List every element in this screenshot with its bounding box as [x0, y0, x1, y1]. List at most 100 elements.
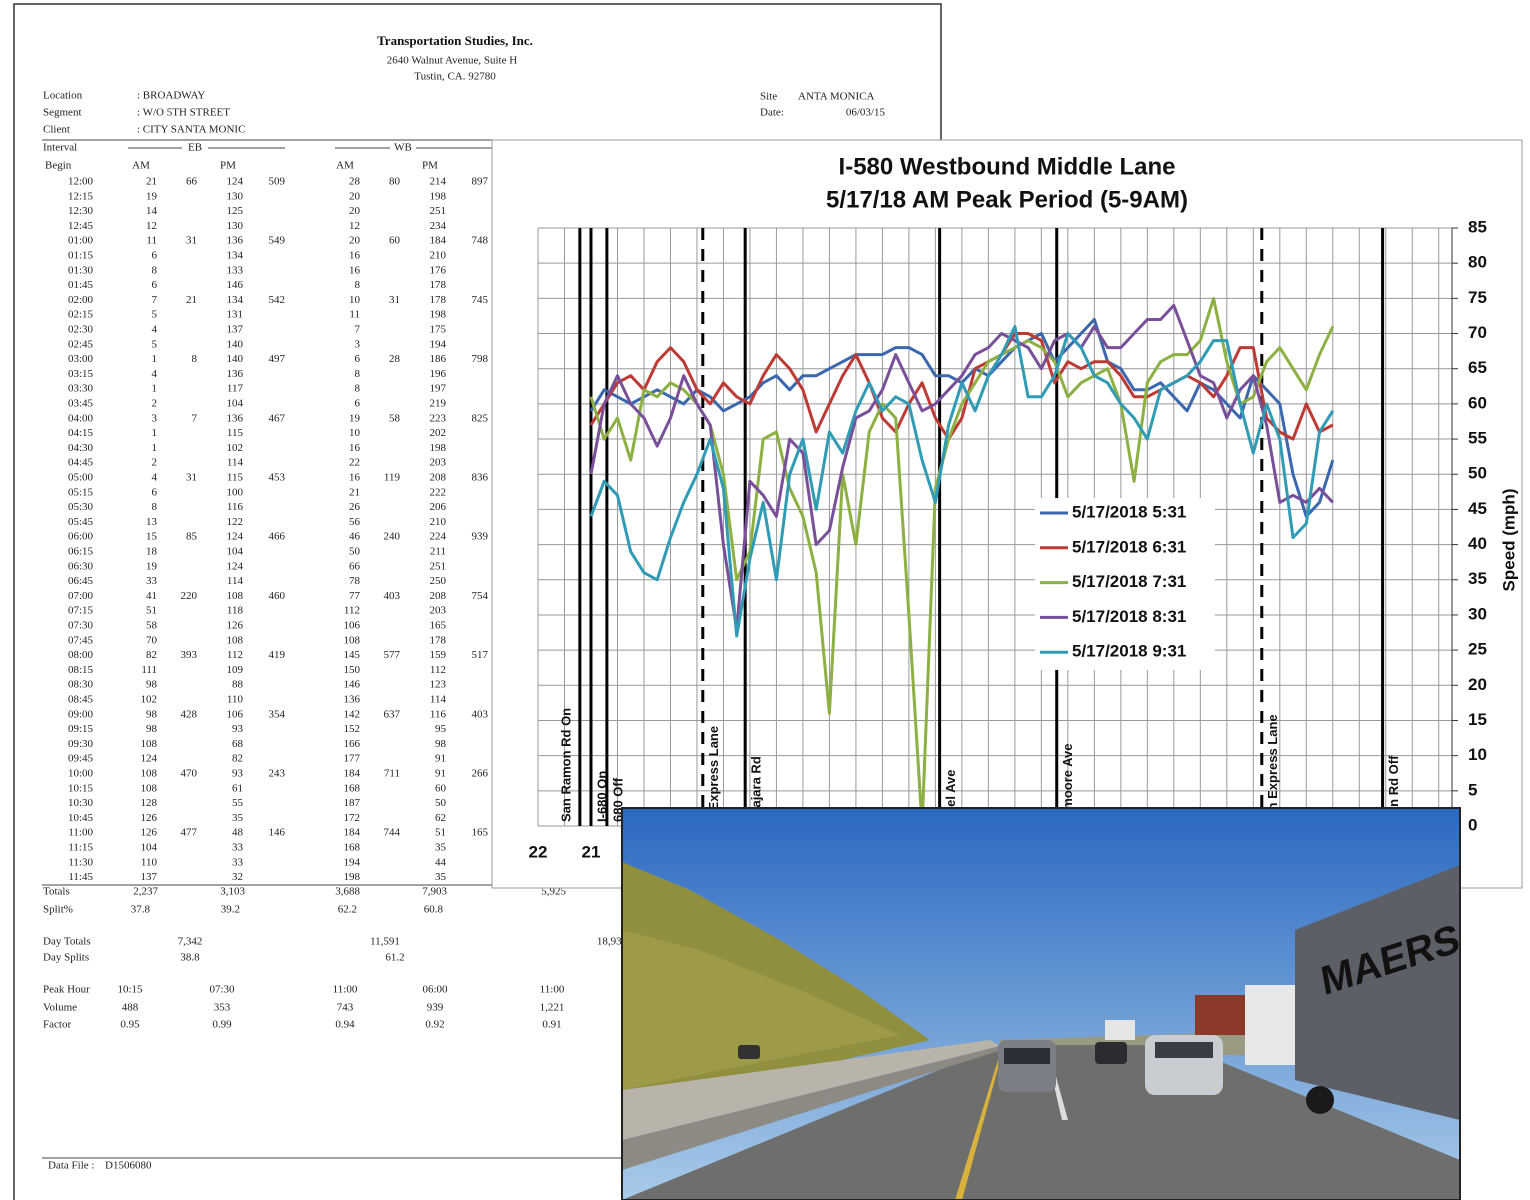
summary-value: 37.8 [131, 904, 151, 916]
row-count: 114 [227, 575, 244, 587]
row-count: 58 [146, 620, 158, 632]
row-count: 198 [344, 871, 361, 883]
row-count: 711 [384, 768, 400, 780]
row-count: 3 [152, 412, 158, 424]
header-eb: EB [188, 142, 202, 154]
row-count: 165 [430, 620, 447, 632]
row-count: 467 [269, 412, 286, 424]
company-address: 2640 Walnut Avenue, Suite H [387, 55, 517, 67]
speed-chart: I-580 Westbound Middle Lane5/17/18 AM Pe… [492, 140, 1522, 888]
row-time: 11:00 [68, 827, 93, 839]
row-time: 07:15 [68, 605, 94, 617]
row-count: 897 [472, 176, 489, 188]
row-count: 219 [430, 398, 447, 410]
row-count: 16 [349, 442, 361, 454]
row-count: 104 [227, 546, 244, 558]
row-time: 06:00 [68, 531, 94, 543]
car-window [1004, 1048, 1050, 1064]
row-time: 12:00 [68, 176, 94, 188]
row-count: 175 [430, 324, 447, 336]
row-count: 13 [146, 516, 158, 528]
data-file-label: Data File : [48, 1160, 94, 1172]
row-count: 21 [186, 294, 197, 306]
row-count: 497 [269, 353, 286, 365]
y-tick-label: 50 [1468, 464, 1487, 483]
row-count: 31 [186, 472, 197, 484]
row-count: 744 [384, 827, 401, 839]
row-count: 11 [349, 309, 360, 321]
row-count: 194 [344, 856, 361, 868]
truck-cab [1245, 985, 1300, 1065]
row-count: 51 [146, 605, 157, 617]
row-count: 32 [232, 871, 243, 883]
summary-value: 1,221 [540, 1002, 565, 1014]
row-time: 10:45 [68, 812, 94, 824]
row-count: 428 [181, 708, 198, 720]
row-count: 1 [152, 427, 158, 439]
summary-value: 60.8 [424, 904, 444, 916]
row-count: 21 [146, 176, 157, 188]
row-count: 266 [472, 768, 489, 780]
row-count: 93 [232, 723, 244, 735]
row-count: 20 [349, 205, 361, 217]
row-count: 134 [227, 250, 244, 262]
y-tick-label: 45 [1468, 499, 1487, 518]
row-count: 243 [269, 768, 286, 780]
row-count: 11 [146, 235, 157, 247]
row-count: 146 [227, 279, 244, 291]
car [738, 1045, 760, 1059]
row-time: 04:45 [68, 457, 94, 469]
row-count: 114 [227, 457, 244, 469]
row-count: 206 [430, 501, 447, 513]
legend-entry: 5/17/2018 7:31 [1072, 572, 1186, 591]
row-count: 202 [430, 427, 447, 439]
summary-value: 353 [214, 1002, 231, 1014]
row-count: 140 [227, 338, 244, 350]
row-time: 04:15 [68, 427, 94, 439]
row-count: 88 [232, 679, 244, 691]
summary-value: 7,342 [178, 936, 203, 948]
header-column: AM [132, 160, 150, 172]
row-time: 01:00 [68, 235, 94, 247]
row-count: 20 [349, 190, 361, 202]
row-time: 04:30 [68, 442, 94, 454]
row-count: 166 [344, 738, 361, 750]
row-time: 07:30 [68, 620, 94, 632]
row-time: 05:45 [68, 516, 94, 528]
row-count: 198 [430, 442, 447, 454]
row-count: 146 [269, 827, 286, 839]
row-count: 187 [344, 797, 361, 809]
row-count: 33 [232, 842, 244, 854]
row-time: 10:15 [68, 782, 94, 794]
row-count: 124 [141, 753, 158, 765]
row-count: 2 [152, 457, 158, 469]
row-count: 7 [192, 412, 198, 424]
row-count: 6 [355, 398, 361, 410]
row-count: 745 [472, 294, 489, 306]
summary-value: 06:00 [422, 984, 448, 996]
row-count: 130 [227, 220, 244, 232]
row-count: 140 [227, 353, 244, 365]
y-tick-label: 20 [1468, 675, 1487, 694]
row-count: 77 [349, 590, 361, 602]
row-count: 108 [141, 768, 158, 780]
car [1095, 1042, 1127, 1064]
row-count: 126 [141, 812, 158, 824]
row-count: 35 [435, 871, 447, 883]
row-count: 123 [430, 679, 447, 691]
row-count: 16 [349, 264, 361, 276]
row-count: 8 [152, 501, 158, 513]
field-value: : CITY SANTA MONIC [137, 124, 245, 136]
row-time: 07:45 [68, 634, 94, 646]
row-count: 50 [435, 797, 447, 809]
row-count: 211 [430, 546, 446, 558]
row-count: 106 [344, 620, 361, 632]
summary-value: 488 [122, 1002, 139, 1014]
row-count: 7 [355, 324, 361, 336]
row-count: 12 [349, 220, 360, 232]
row-count: 6 [355, 353, 361, 365]
row-count: 82 [232, 753, 243, 765]
summary-value: 07:30 [209, 984, 235, 996]
field-label: Client [43, 124, 70, 136]
summary-label: Split% [43, 904, 73, 916]
